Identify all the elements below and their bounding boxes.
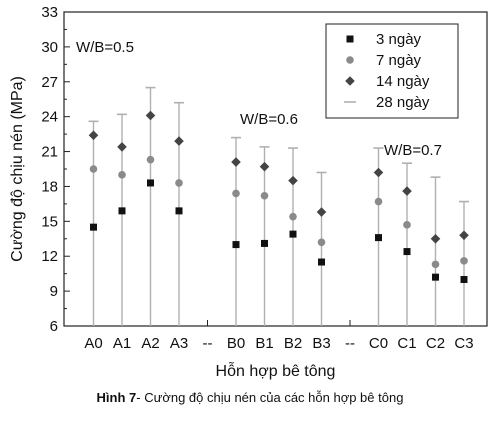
point-3-ngay xyxy=(403,248,411,256)
x-tick-label: C2 xyxy=(426,335,445,352)
point-7-ngay xyxy=(260,191,269,200)
x-tick-label: C0 xyxy=(369,335,388,352)
point-7-ngay xyxy=(317,238,326,247)
point-14-ngay xyxy=(430,233,441,244)
point-3-ngay xyxy=(90,223,97,231)
point-14-ngay xyxy=(316,207,327,217)
y-tick-label: 21 xyxy=(41,144,58,161)
point-3-ngay xyxy=(175,207,183,215)
point-14-ngay xyxy=(88,130,99,141)
point-7-ngay xyxy=(118,171,126,179)
point-14-ngay xyxy=(373,167,384,178)
y-tick-label: 15 xyxy=(41,213,58,230)
point-3-ngay xyxy=(261,239,268,247)
point-14-ngay xyxy=(117,142,127,152)
point-14-ngay xyxy=(402,186,412,196)
point-7-ngay xyxy=(175,179,183,187)
y-tick-label: 18 xyxy=(41,178,58,195)
point-14-ngay xyxy=(288,175,298,186)
legend-label: 28 ngày xyxy=(376,94,430,111)
x-tick-label: B1 xyxy=(255,335,273,352)
x-tick-label: -- xyxy=(345,335,355,352)
point-7-ngay xyxy=(431,260,440,269)
legend-label: 14 ngày xyxy=(376,73,430,90)
x-tick-label: A3 xyxy=(170,335,188,352)
point-3-ngay xyxy=(232,241,240,249)
legend-marker-7-ngay xyxy=(346,56,354,64)
x-tick-label: C3 xyxy=(454,335,473,352)
point-3-ngay xyxy=(460,275,468,283)
point-3-ngay xyxy=(118,207,126,215)
x-axis-title: Hỗn hợp bê tông xyxy=(216,361,336,380)
y-tick-label: 12 xyxy=(41,248,58,265)
legend-marker-14-ngay xyxy=(345,76,355,86)
point-7-ngay xyxy=(460,257,468,265)
caption-text: - Cường độ chịu nén của các hỗn hợp bê t… xyxy=(136,390,404,405)
legend-marker-3-ngay xyxy=(346,35,354,43)
point-3-ngay xyxy=(289,230,297,238)
point-14-ngay xyxy=(231,157,241,167)
x-tick-label: A1 xyxy=(113,335,131,352)
point-7-ngay xyxy=(232,189,240,198)
y-tick-label: 27 xyxy=(41,74,58,91)
y-tick-label: 33 xyxy=(41,4,58,21)
point-7-ngay xyxy=(403,221,411,229)
point-3-ngay xyxy=(432,273,439,281)
x-tick-label: B3 xyxy=(312,335,330,352)
y-tick-label: 30 xyxy=(41,39,58,56)
x-tick-label: C1 xyxy=(397,335,416,352)
y-tick-label: 24 xyxy=(41,109,58,126)
point-7-ngay xyxy=(89,165,98,173)
x-tick-label: B0 xyxy=(227,335,245,352)
point-3-ngay xyxy=(318,258,325,266)
y-tick-label: 9 xyxy=(50,283,58,300)
chart: 6 9 12 15 18 21 24 27 30 33 A0 A1 A2 A3 -- B0 B1 B2 B3 -- C0… xyxy=(9,4,488,380)
y-axis-title: Cường độ chịu nén (MPa) xyxy=(9,76,26,262)
x-tick-label: A2 xyxy=(141,335,159,352)
point-14-ngay xyxy=(174,136,184,146)
legend-label: 7 ngày xyxy=(376,52,422,69)
caption-label: Hình 7 xyxy=(96,390,137,405)
point-14-ngay xyxy=(145,110,156,121)
legend-label: 3 ngày xyxy=(376,31,422,48)
annotation-wb: W/B=0.7 xyxy=(384,142,442,159)
annotation-wb: W/B=0.5 xyxy=(76,39,134,56)
x-tick-label: B2 xyxy=(284,335,302,352)
point-14-ngay xyxy=(459,230,469,241)
figure-caption: Hình 7- Cường độ chịu nén của các hỗn hợ… xyxy=(0,390,500,405)
y-tick-label: 6 xyxy=(50,318,58,335)
point-7-ngay xyxy=(146,155,155,164)
annotation-wb: W/B=0.6 xyxy=(240,111,298,128)
point-3-ngay xyxy=(375,234,382,242)
point-14-ngay xyxy=(259,161,270,172)
point-7-ngay xyxy=(289,212,297,221)
x-tick-label: -- xyxy=(203,335,213,352)
point-7-ngay xyxy=(374,197,383,206)
point-3-ngay xyxy=(147,179,154,187)
x-tick-label: A0 xyxy=(84,335,102,352)
